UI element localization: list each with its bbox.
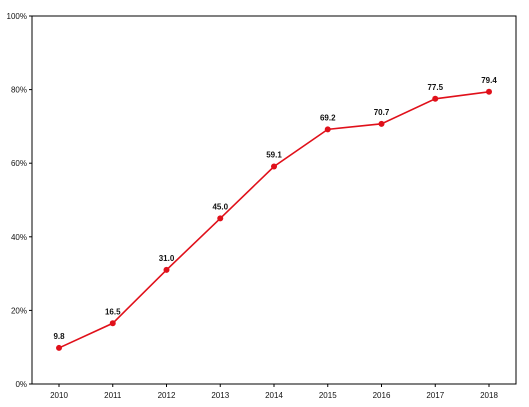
data-label: 45.0 xyxy=(212,202,228,211)
data-point xyxy=(271,163,277,170)
x-tick-label: 2012 xyxy=(158,391,176,400)
y-axis-ticks: 0% 20% 40% 60% 80% 100% xyxy=(7,12,32,389)
data-label: 77.5 xyxy=(427,83,443,92)
x-tick-label: 2017 xyxy=(426,391,444,400)
data-label: 69.2 xyxy=(320,113,336,122)
data-point xyxy=(378,120,385,127)
x-axis-ticks: 2010 2011 2012 2013 2014 2015 2016 2017 2018 xyxy=(50,384,498,400)
data-label: 59.1 xyxy=(266,151,282,160)
series-group xyxy=(56,88,492,351)
y-tick-label: 20% xyxy=(11,306,27,315)
data-labels: 9.8 16.5 31.0 45.0 59.1 69.2 70.7 77.5 79.4 xyxy=(53,76,497,341)
data-point xyxy=(324,126,331,133)
data-point xyxy=(217,215,224,222)
data-point xyxy=(56,344,62,351)
data-point xyxy=(163,266,170,273)
data-label: 16.5 xyxy=(105,307,121,316)
data-point xyxy=(432,95,439,102)
x-tick-label: 2016 xyxy=(373,391,391,400)
x-tick-label: 2010 xyxy=(50,391,68,400)
x-tick-label: 2014 xyxy=(265,391,283,400)
x-tick-label: 2011 xyxy=(104,391,122,400)
data-label: 9.8 xyxy=(53,332,65,341)
data-label: 79.4 xyxy=(481,76,497,85)
axes xyxy=(31,15,517,385)
data-label: 31.0 xyxy=(159,254,175,263)
data-point xyxy=(109,320,116,327)
x-tick-label: 2018 xyxy=(480,391,498,400)
series-line xyxy=(58,91,490,349)
plot-frame xyxy=(31,15,517,385)
data-point xyxy=(486,88,492,95)
y-tick-label: 40% xyxy=(11,233,27,242)
data-label: 70.7 xyxy=(374,108,390,117)
x-tick-label: 2015 xyxy=(319,391,337,400)
y-tick-label: 0% xyxy=(15,380,27,389)
y-tick-label: 80% xyxy=(11,86,27,95)
x-tick-label: 2013 xyxy=(211,391,229,400)
y-tick-label: 100% xyxy=(7,12,27,21)
y-tick-label: 60% xyxy=(11,159,27,168)
